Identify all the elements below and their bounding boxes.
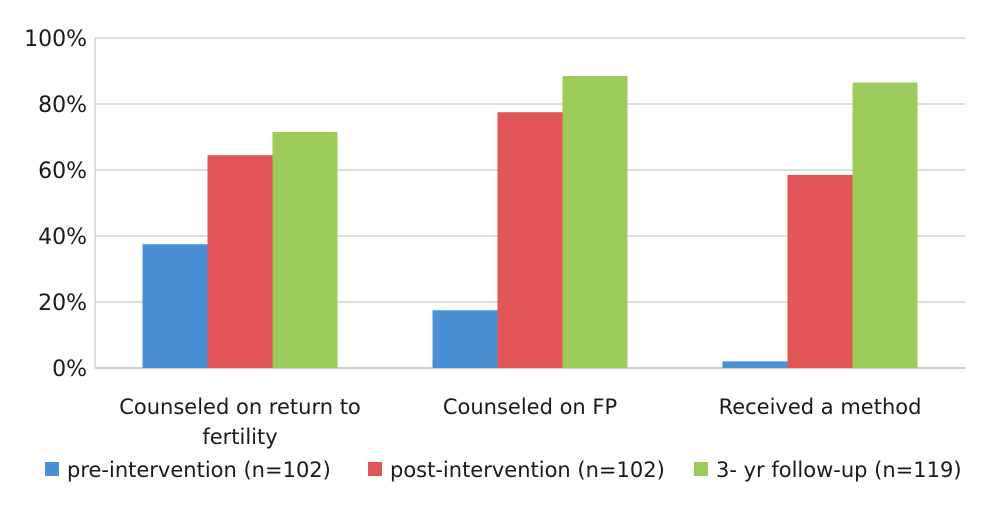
bar-follow-up	[852, 82, 918, 369]
bar-pre-intervention	[722, 361, 788, 368]
legend-label: pre-intervention (n=102)	[67, 458, 331, 482]
bar-pre-intervention	[432, 310, 498, 368]
y-axis-tick-labels: 0% 20% 40% 60% 80% 100%	[24, 27, 87, 382]
legend-label: 3- yr follow-up (n=119)	[716, 458, 962, 482]
y-tick-label: 80%	[38, 93, 87, 118]
x-tick-label: Received a method	[719, 395, 922, 419]
bar-pre-intervention	[142, 244, 208, 368]
legend-swatch	[368, 462, 382, 476]
bar-follow-up	[562, 75, 628, 368]
y-tick-label: 60%	[38, 159, 87, 184]
x-tick-label-line: Counseled on FP	[443, 395, 617, 419]
y-tick-label: 40%	[38, 225, 87, 250]
x-tick-label: Counseled on return to fertility	[119, 395, 361, 449]
legend-swatch	[694, 462, 708, 476]
legend: pre-intervention (n=102) post-interventio…	[45, 458, 962, 482]
y-tick-label: 100%	[24, 27, 87, 52]
y-tick-label: 20%	[38, 291, 87, 316]
legend-label: post-intervention (n=102)	[390, 458, 665, 482]
y-tick-label: 0%	[52, 357, 87, 382]
bar-post-intervention	[787, 174, 853, 368]
bar-post-intervention	[497, 112, 563, 368]
bar-follow-up	[272, 132, 338, 368]
x-tick-label: Counseled on FP	[443, 395, 617, 419]
x-tick-label-line: fertility	[202, 425, 277, 449]
x-tick-label-line: Counseled on return to	[119, 395, 361, 419]
legend-swatch	[45, 462, 59, 476]
bar-post-intervention	[207, 155, 273, 368]
x-axis-tick-labels: Counseled on return to fertilityCounseled…	[119, 395, 921, 449]
x-tick-label-line: Received a method	[719, 395, 922, 419]
bars	[142, 75, 918, 369]
